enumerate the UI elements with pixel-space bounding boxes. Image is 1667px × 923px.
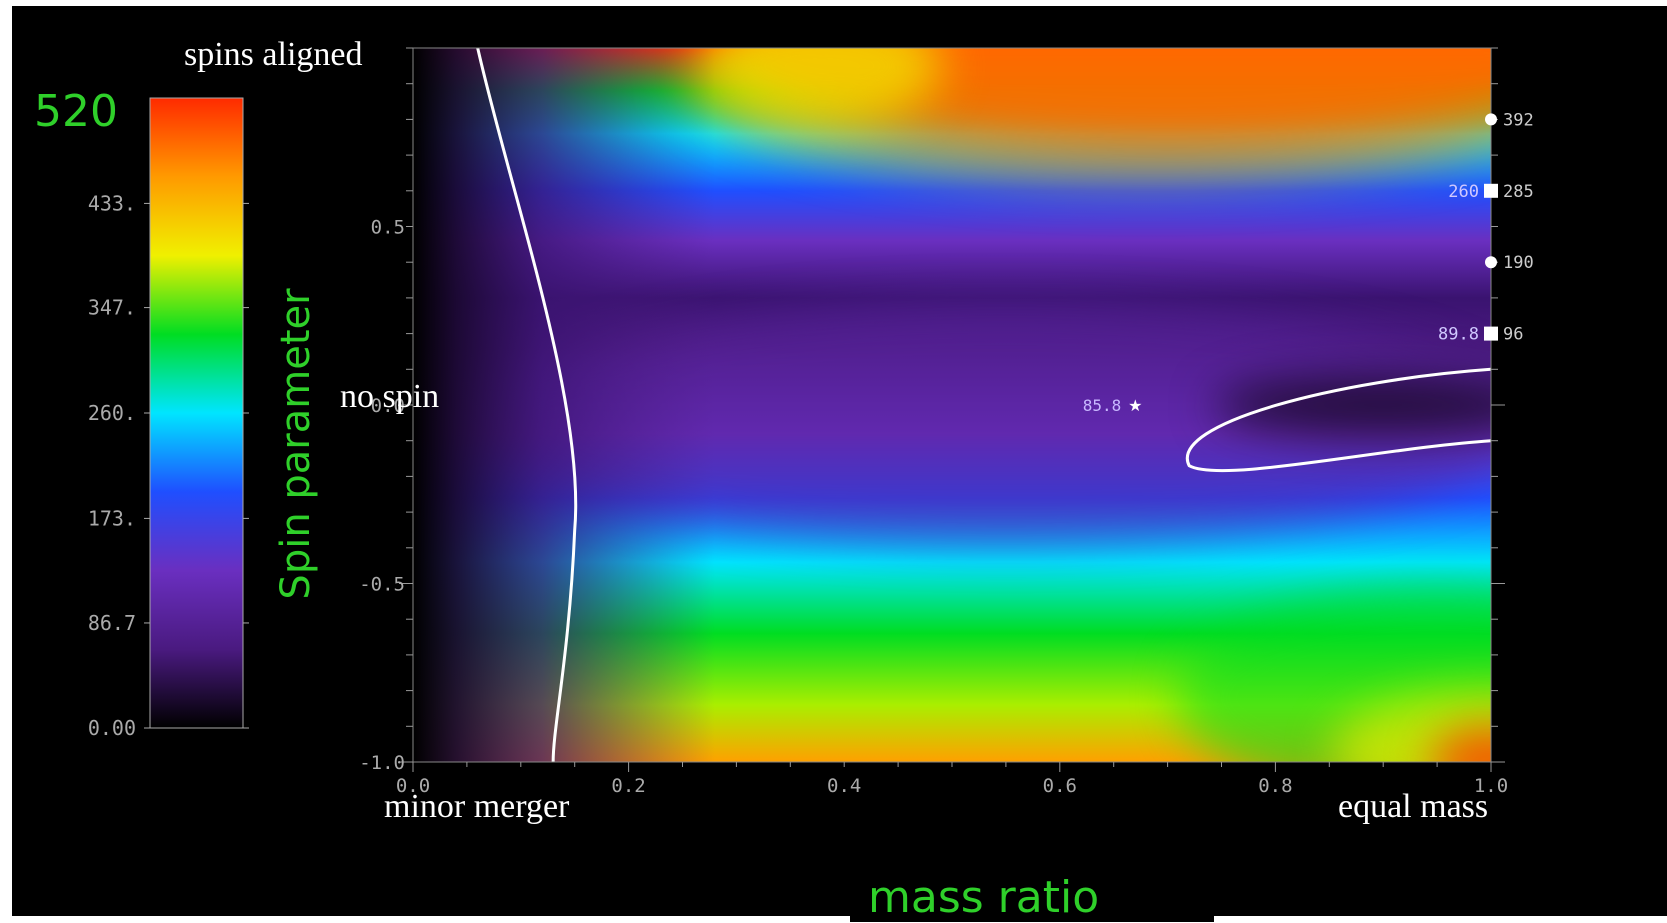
right-marker-value: 190 (1503, 253, 1534, 273)
annotation-no-spin: no spin (340, 378, 439, 416)
y-tick-label: -1.0 (359, 752, 405, 774)
right-marker-value: 392 (1503, 110, 1534, 130)
annotation-spins-aligned: spins aligned (184, 36, 362, 74)
y-tick-label: -0.5 (359, 574, 405, 596)
point-marker-star: ★ (1128, 396, 1142, 415)
annotation-equal-mass: equal mass (1338, 788, 1488, 826)
right-marker-note: 260 (1448, 182, 1479, 202)
x-axis-label-box: mass ratio (850, 880, 1214, 922)
colorbar-tick-label: 433. (88, 191, 136, 215)
left-dark-region (413, 48, 1491, 762)
colorbar-tick-label: 173. (88, 506, 136, 530)
colorbar-tick-label: 347. (88, 296, 136, 320)
annotation-minor-merger: minor merger (384, 788, 569, 826)
colorbar-tick-label: 86.7 (88, 611, 136, 635)
colorbar-max-label: 520 (34, 86, 118, 137)
x-axis-label: mass ratio (868, 872, 1099, 923)
x-tick-label: 0.6 (1043, 775, 1077, 797)
right-marker-value: 285 (1503, 182, 1534, 202)
right-marker-square (1484, 184, 1498, 198)
right-marker-note: 89.8 (1438, 325, 1479, 345)
colorbar (150, 98, 243, 728)
figure-canvas: -1.0 -0.5 0.0 0.5 0.0 0.2 0.4 0.6 0.8 1.0 ★ 85.8 392… (12, 6, 1667, 916)
x-tick-label: 0.4 (827, 775, 861, 797)
chart-svg: -1.0-0.50.00.50.0 0.2 0.4 0.6 0.8 1.0★85.8392… (12, 6, 1667, 916)
point-label: 85.8 (1083, 396, 1122, 415)
colorbar-tick-label: 260. (88, 401, 136, 425)
colorbar-tick-label: 0.00 (88, 716, 136, 740)
right-marker-circle (1485, 113, 1497, 125)
right-marker-square (1484, 327, 1498, 341)
right-marker-value: 96 (1503, 325, 1523, 345)
x-tick-label: 0.2 (611, 775, 645, 797)
right-marker-circle (1485, 256, 1497, 268)
y-axis-label: Spin parameter (273, 288, 319, 599)
x-tick-label: 0.8 (1258, 775, 1292, 797)
y-tick-label: 0.5 (371, 217, 405, 239)
